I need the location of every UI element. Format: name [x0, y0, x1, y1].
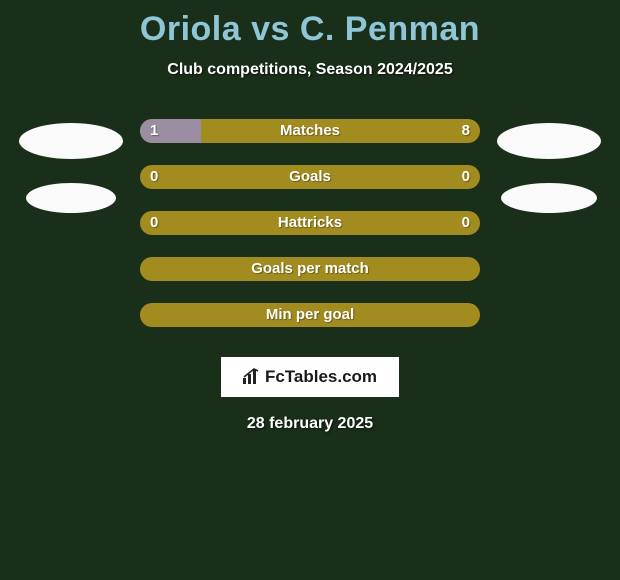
page-title: Oriola vs C. Penman — [0, 10, 620, 49]
stat-value-right: 0 — [462, 165, 470, 189]
stat-label: Min per goal — [140, 303, 480, 327]
footer-date: 28 february 2025 — [0, 415, 620, 433]
stat-bar: Goals per match — [140, 257, 480, 281]
stat-label: Hattricks — [140, 211, 480, 235]
stat-label: Matches — [140, 119, 480, 143]
stat-bars: Matches18Goals00Hattricks00Goals per mat… — [140, 119, 480, 327]
stat-bar: Goals0 0 — [140, 165, 480, 189]
player-photo — [26, 183, 116, 213]
header: Oriola vs C. Penman Club competitions, S… — [0, 0, 620, 85]
stat-value-right: 8 — [462, 119, 470, 143]
player-photo — [497, 123, 601, 159]
stat-bar: Min per goal — [140, 303, 480, 327]
stat-value-left: 0 — [150, 211, 158, 235]
bars-icon — [243, 368, 261, 384]
right-player-photos — [494, 119, 604, 213]
stat-value-right: 0 — [462, 211, 470, 235]
player-photo — [501, 183, 597, 213]
page-subtitle: Club competitions, Season 2024/2025 — [0, 61, 620, 79]
logo-text: FcTables.com — [265, 367, 377, 386]
stat-value-left: 1 — [150, 119, 158, 143]
stat-label: Goals per match — [140, 257, 480, 281]
comparison-body: Matches18Goals00Hattricks00Goals per mat… — [0, 119, 620, 327]
left-player-photos — [16, 119, 126, 213]
fctables-logo: FcTables.com — [221, 357, 399, 397]
stat-value-left: 0 — [150, 165, 158, 189]
player-photo — [19, 123, 123, 159]
stat-label: Goals — [140, 165, 480, 189]
footer: FcTables.com 28 february 2025 — [0, 357, 620, 433]
stat-bar: Hattricks0 0 — [140, 211, 480, 235]
stat-bar: Matches1 8 — [140, 119, 480, 143]
